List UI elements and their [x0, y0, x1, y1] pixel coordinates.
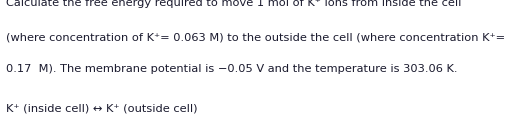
Text: (where concentration of K⁺= 0.063 M) to the outside the cell (where concentratio: (where concentration of K⁺= 0.063 M) to … [6, 32, 505, 42]
Text: K⁺ (inside cell) ↔ K⁺ (outside cell): K⁺ (inside cell) ↔ K⁺ (outside cell) [6, 104, 198, 113]
Text: Calculate the free energy required to move 1 mol of K⁺ ions from inside the cell: Calculate the free energy required to mo… [6, 0, 462, 8]
Text: 0.17  M). The membrane potential is −0.05 V and the temperature is 303.06 K.: 0.17 M). The membrane potential is −0.05… [6, 64, 458, 74]
